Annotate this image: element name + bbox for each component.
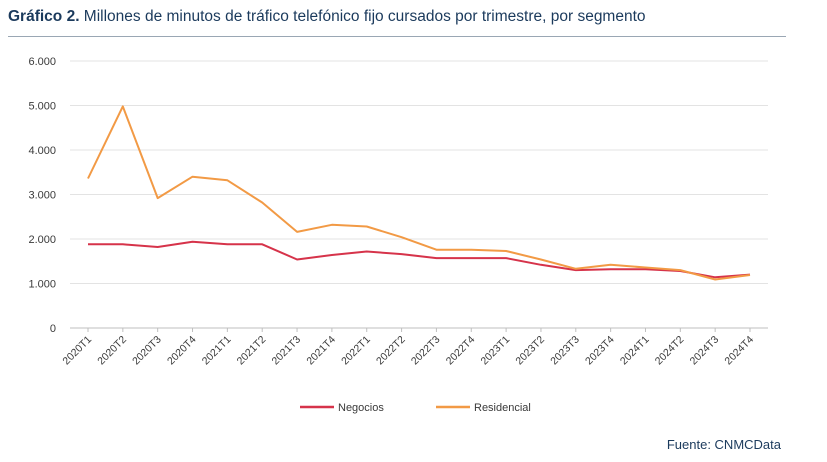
x-tick-label: 2022T3 [409, 334, 443, 368]
y-tick-label: 3.000 [28, 190, 56, 202]
x-tick-label: 2021T3 [269, 334, 303, 368]
x-tick-label: 2023T3 [548, 334, 582, 368]
x-tick-label: 2024T1 [618, 334, 652, 368]
x-tick-label: 2023T2 [513, 334, 547, 368]
x-tick-label: 2024T2 [653, 334, 687, 368]
y-tick-label: 4.000 [28, 145, 56, 157]
series-line-residencial [87, 105, 751, 281]
x-tick-label: 2023T1 [479, 334, 513, 368]
legend: Negocios Residencial [300, 402, 531, 414]
title-divider [8, 36, 786, 37]
legend-label: Residencial [474, 402, 531, 414]
x-tick-label: 2020T4 [165, 334, 199, 368]
x-tick-label: 2022T4 [444, 334, 478, 368]
x-tick-label: 2020T1 [60, 334, 94, 368]
chart-title-prefix: Gráfico 2. [8, 8, 80, 25]
chart-title: Millones de minutos de tráfico telefónic… [79, 8, 646, 25]
series-line-negocios [88, 240, 751, 279]
x-tick-label: 2021T1 [200, 334, 234, 368]
legend-label: Negocios [338, 402, 384, 414]
x-tick-label: 2022T1 [339, 334, 373, 368]
x-tick-label: 2020T2 [95, 334, 129, 368]
y-axis-ticks: 0 1.000 2.000 3.000 4.000 5.000 6.000 [28, 56, 56, 335]
x-tick-label: 2024T3 [688, 334, 722, 368]
y-tick-label: 0 [50, 323, 56, 335]
x-tick-label: 2021T2 [235, 334, 269, 368]
x-axis-ticks: 2020T1 2020T2 2020T3 2020T4 2021T1 2021T2 2021… [60, 328, 756, 367]
y-tick-label: 2.000 [28, 234, 56, 246]
series-lines [87, 105, 751, 281]
y-tick-label: 5.000 [28, 101, 56, 113]
x-tick-label: 2022T2 [374, 334, 408, 368]
x-tick-label: 2020T3 [130, 334, 164, 368]
y-tick-label: 6.000 [28, 56, 56, 68]
source-note: Fuente: CNMCData [666, 437, 781, 452]
x-tick-label: 2023T4 [583, 334, 617, 368]
gridlines [70, 60, 768, 329]
x-tick-label: 2021T4 [304, 334, 338, 368]
x-tick-label: 2024T4 [722, 334, 756, 368]
y-tick-label: 1.000 [28, 279, 56, 291]
chart-title-block: Gráfico 2. Millones de minutos de tráfic… [8, 8, 788, 34]
